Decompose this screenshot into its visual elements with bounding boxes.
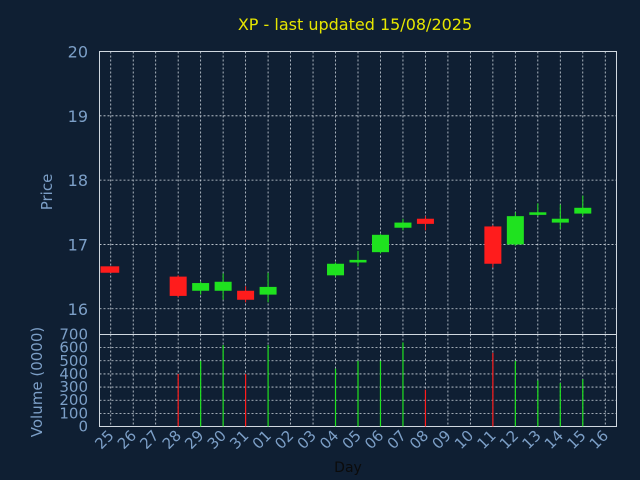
price-grid xyxy=(99,51,617,335)
candle-body xyxy=(214,281,232,291)
volume-bars xyxy=(177,342,584,427)
price-axis-label: Price xyxy=(38,174,56,211)
volume-tick-label: 600 xyxy=(59,339,88,357)
volume-tick-label: 0 xyxy=(78,418,88,436)
volume-tick-label: 100 xyxy=(59,404,88,422)
candle-body xyxy=(416,218,434,224)
candle-body xyxy=(259,286,277,295)
candle-body xyxy=(529,212,547,215)
volume-tick-label: 200 xyxy=(59,391,88,409)
candle-body xyxy=(192,283,210,291)
price-y-ticks: 16 17 18 19 20 xyxy=(68,43,88,319)
candle-body xyxy=(100,266,120,273)
candle-body xyxy=(506,216,524,245)
volume-tick-label: 300 xyxy=(59,378,88,396)
candle-body xyxy=(237,290,255,300)
candle-body xyxy=(574,207,592,214)
x-tick-label: 16 xyxy=(586,427,612,453)
price-tick-label: 20 xyxy=(68,43,88,62)
chart-title: XP - last updated 15/08/2025 xyxy=(238,15,472,34)
x-axis-label: Day xyxy=(334,460,362,476)
volume-tick-label: 400 xyxy=(59,365,88,383)
volume-axis-label: Volume (0000) xyxy=(28,327,46,437)
candle-body xyxy=(371,234,389,253)
price-tick-label: 18 xyxy=(68,171,88,190)
volume-tick-label: 500 xyxy=(59,352,88,370)
candle-body xyxy=(394,222,412,228)
candle-body xyxy=(327,263,345,276)
candle-body xyxy=(169,276,187,296)
candle-body xyxy=(349,259,367,263)
candles xyxy=(100,195,592,303)
candle-body xyxy=(551,218,569,223)
price-tick-label: 16 xyxy=(68,300,88,319)
volume-tick-label: 700 xyxy=(59,326,88,344)
x-ticks: 2526272829303101020304050607080910111213… xyxy=(91,427,612,453)
candle-body xyxy=(484,226,502,264)
price-tick-label: 19 xyxy=(68,107,88,126)
price-tick-label: 17 xyxy=(68,235,88,254)
